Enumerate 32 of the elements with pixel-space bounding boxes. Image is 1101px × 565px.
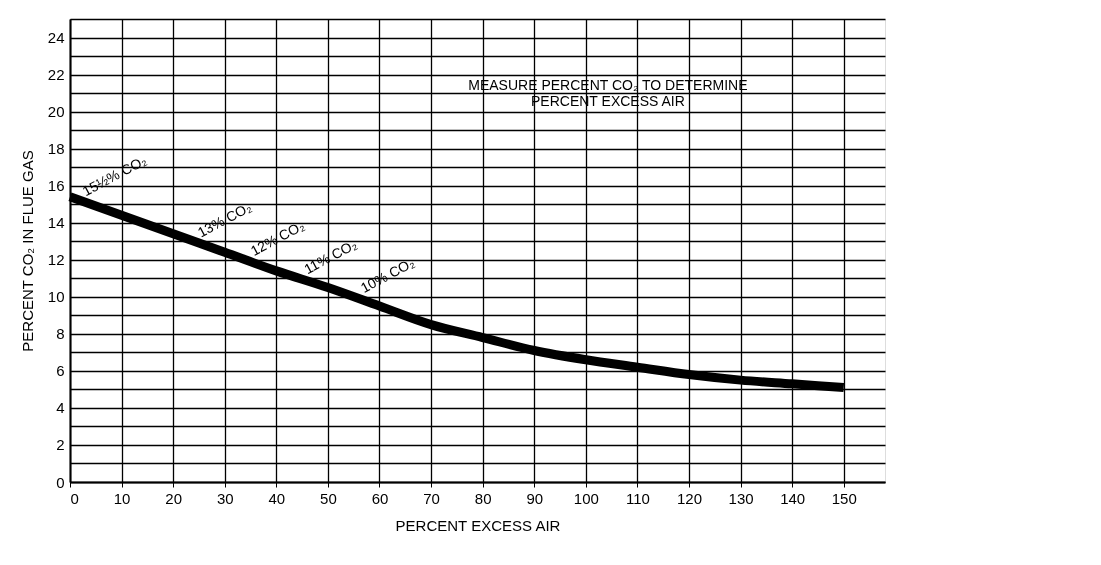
x-tick-label: 90 [526,489,544,507]
annotation: 10% CO₂ [357,254,417,296]
x-tick-label: 50 [320,489,337,507]
y-tick-label: 4 [56,399,65,417]
x-tick-label: 70 [423,489,440,507]
y-tick-label: 8 [56,325,65,343]
x-tick-label: 30 [216,489,234,507]
x-tick-label: 130 [728,489,754,507]
x-tick-label: 100 [573,489,599,507]
y-tick-label: 20 [47,103,65,121]
y-tick-label: 22 [47,66,65,84]
y-tick-label: 12 [47,251,65,269]
x-tick-label: 120 [676,489,702,507]
y-tick-label: 0 [56,473,65,491]
x-tick-label: 40 [268,489,286,507]
x-tick-label: 60 [371,489,389,507]
x-tick-label: 10 [113,489,131,507]
y-tick-label: 2 [56,436,65,454]
x-tick-label: 140 [780,489,806,507]
y-tick-label: 14 [47,214,65,232]
y-tick-label: 18 [47,140,65,158]
y-tick-label: 6 [56,362,65,380]
y-axis-title: PERCENT CO₂ IN FLUE GAS [18,150,36,352]
x-tick-label: 110 [625,489,650,507]
x-axis-title: PERCENT EXCESS AIR [395,516,561,534]
x-tick-label: 150 [831,489,857,507]
y-tick-label: 10 [47,288,65,306]
x-tick-label: 20 [165,489,183,507]
y-tick-label: 24 [47,29,65,47]
x-tick-label: 0 [70,489,79,507]
x-tick-label: 80 [474,489,492,507]
y-tick-label: 16 [47,177,65,195]
